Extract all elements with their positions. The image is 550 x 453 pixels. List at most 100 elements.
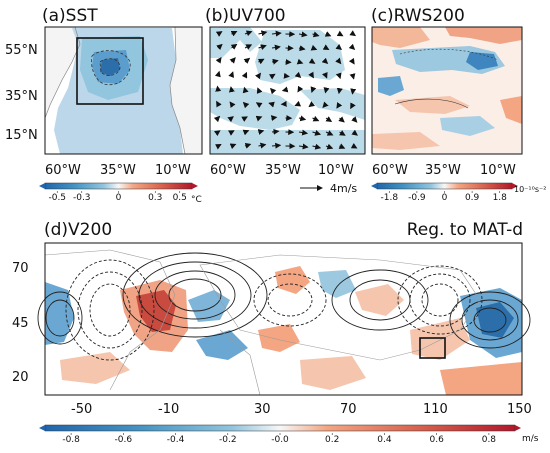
north-america-land [45, 27, 80, 118]
wind-vector [270, 115, 278, 122]
v200-coast-americas [44, 249, 176, 391]
uv700-shade-east [300, 88, 365, 120]
wind-vector [294, 100, 302, 107]
sst-ytick-35n: 35°N [5, 89, 38, 104]
v200-ytick-45: 45 [12, 316, 29, 331]
wind-vector [255, 102, 263, 109]
rws-contour-2 [394, 98, 469, 109]
wind-vector [214, 70, 221, 78]
wind-vector [312, 31, 320, 38]
wind-vector [336, 87, 343, 95]
wind-vector [271, 30, 282, 37]
wind-vector [258, 142, 267, 149]
rws-red-ne [445, 27, 522, 44]
sst-colorbar-min-arrow [39, 183, 45, 189]
v200-red-atlantic-core [136, 290, 176, 332]
wind-vector [215, 31, 223, 37]
v200-blue-mideast [196, 330, 248, 360]
wind-vector [268, 73, 276, 80]
rws200-xtick-35w: 35°W [425, 163, 461, 178]
v200-red-mideast [258, 324, 300, 352]
wind-vector [350, 88, 357, 95]
sst-xtick-35w: 35°W [100, 163, 136, 178]
rws200-map-frame [371, 26, 523, 155]
sst-colorbar-tick-label: 0 [116, 193, 122, 203]
panel-c-title: (c)RWS200 [371, 6, 465, 26]
wind-vector [338, 143, 346, 149]
wind-vector [350, 142, 358, 149]
sst-ytick-15n: 15°N [5, 128, 38, 143]
v200-blue-central [318, 270, 356, 298]
v200-red-asia [355, 284, 404, 316]
wind-vector [255, 115, 263, 122]
wind-vector [281, 86, 289, 93]
wind-vector [336, 102, 343, 109]
v200-xtick-30: 30 [254, 402, 271, 417]
v200-colorbar-tick-label: 0.2 [325, 435, 339, 445]
wind-vector [242, 101, 250, 109]
wind-vector [335, 43, 343, 50]
wind-vector [348, 43, 356, 51]
rws-colorbar: -1.8 -0.9 0 0.9 1.8 10⁻¹⁰s⁻² [371, 182, 546, 203]
wind-vector [308, 71, 314, 79]
panel-sst: (a)SST 55°N 35°N 15°N 60°W 35°W 10°W -0.… [5, 6, 203, 205]
wind-vector [308, 101, 316, 108]
wind-vector [298, 143, 309, 150]
v200-colorbar-bar [44, 424, 516, 432]
sst-map-frame [44, 26, 203, 155]
v200-colorbar-tick-label: -0.6 [115, 435, 133, 445]
wind-vector [244, 30, 253, 37]
v200-xtick-minus50: -50 [71, 402, 92, 417]
wind-vector [336, 30, 344, 37]
wind-vector [216, 43, 223, 51]
panel-uv700: (b)UV700 60°W 35°W 10°W 4m/s [205, 6, 366, 195]
wind-vector [271, 128, 280, 135]
wind-vector [349, 30, 357, 37]
wind-vector [312, 115, 320, 122]
sst-colorbar-bar [44, 182, 193, 190]
v200-colorbar-tick-label: -0.2 [219, 435, 237, 445]
wind-vector [296, 58, 304, 65]
reference-vector-label: 4m/s [330, 182, 357, 195]
wind-vector [258, 30, 268, 37]
wind-vector [339, 130, 346, 136]
wind-vector [323, 87, 330, 94]
rws-blue-core [466, 52, 498, 70]
wind-vector [338, 116, 345, 123]
panel-b-title: (b)UV700 [205, 6, 286, 26]
wind-vector [268, 101, 275, 108]
wind-vector [271, 142, 282, 149]
wind-vector [229, 143, 237, 150]
rws-colorbar-unit: 10⁻¹⁰s⁻² [514, 185, 546, 194]
wind-vector [257, 129, 265, 135]
uv700-shade-north [255, 30, 345, 84]
rws-blue-south [440, 116, 495, 136]
wind-vector [258, 44, 267, 50]
wind-vector [312, 143, 322, 150]
panel-rws200: (c)RWS200 60°W 35°W 10°W -1.8 -0.9 0 0.9 1.8… [371, 6, 546, 203]
v200-colorbar-tick-label: -0.4 [167, 435, 185, 445]
v200-blue-pacific-core [476, 302, 514, 338]
v200-red-eurasia [275, 266, 310, 294]
sst-anomaly-core [100, 58, 120, 76]
rws-red-nw [372, 27, 430, 48]
wind-vector [270, 87, 277, 95]
wind-vector [349, 73, 356, 80]
sst-contour-2 [99, 58, 121, 76]
wind-vector [308, 58, 316, 64]
wind-vector [325, 116, 333, 122]
v200-red-pacific-west [410, 318, 470, 360]
rws-colorbar-min-arrow [371, 183, 377, 189]
wind-vector [271, 58, 279, 65]
wind-vector [256, 87, 263, 94]
wind-vector [230, 31, 238, 37]
rws200-xtick-60w: 60°W [372, 163, 408, 178]
wind-vector [348, 57, 355, 65]
v200-negative-contours [65, 259, 483, 361]
wind-vector [213, 115, 221, 123]
uv700-xtick-60w: 60°W [210, 163, 246, 178]
wind-vector [242, 129, 250, 136]
v200-highlight-box [419, 337, 446, 359]
rws-colorbar-tick-label: 0 [442, 193, 448, 203]
v200-xtick-minus10: -10 [158, 402, 179, 417]
